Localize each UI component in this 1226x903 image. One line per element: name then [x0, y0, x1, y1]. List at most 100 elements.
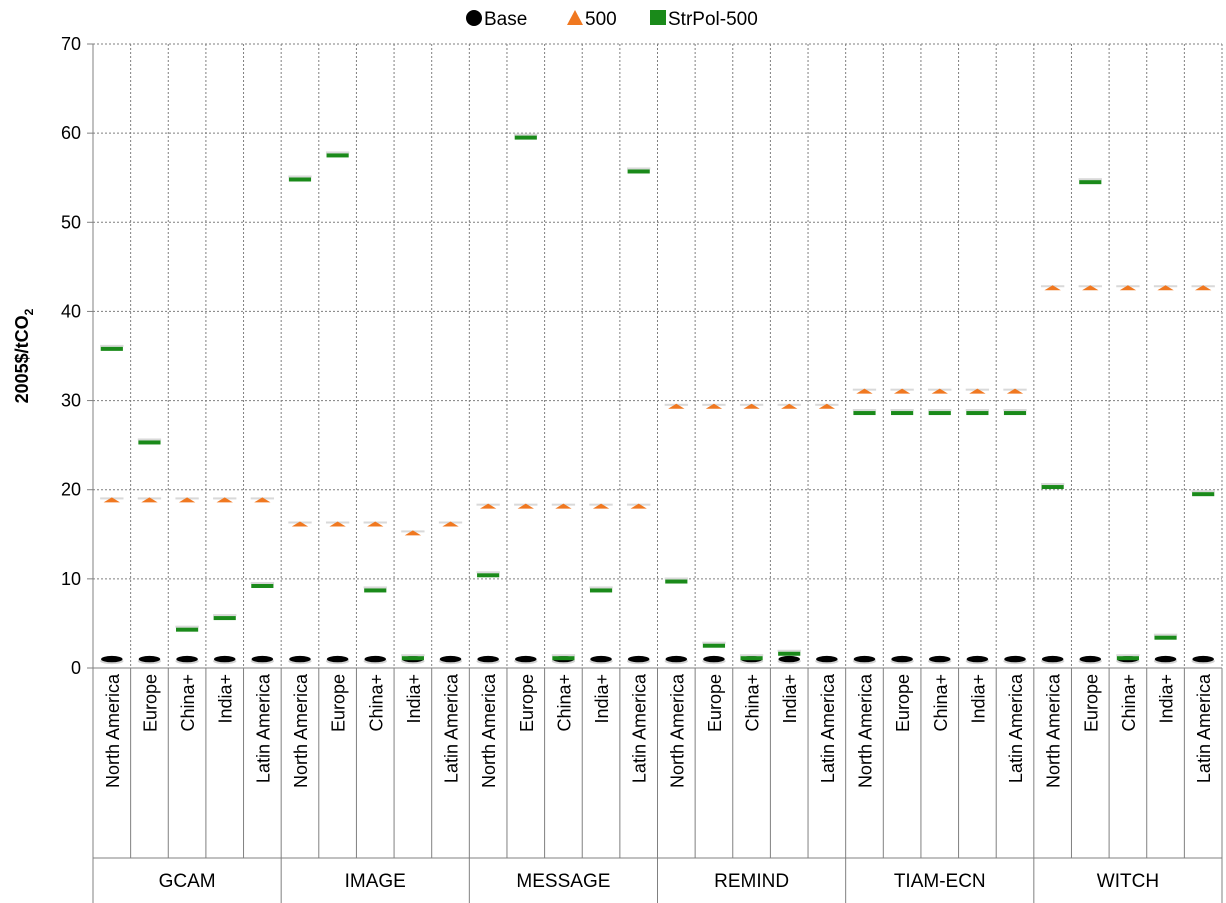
strpol-marker [1116, 656, 1139, 661]
base-marker [627, 655, 650, 663]
strpol-marker [702, 643, 726, 648]
marker-500 [592, 503, 610, 509]
strpol-marker [589, 588, 613, 593]
base-marker [213, 655, 236, 663]
strpol-marker [665, 579, 688, 584]
labels-layer: 0 10 20 30 40 50 60 70 North America Europe China+… [12, 34, 1214, 892]
category-label: Europe [705, 674, 725, 732]
marker-500 [479, 503, 497, 509]
legend-label: 500 [585, 9, 617, 30]
y-tick-label: 40 [61, 301, 81, 321]
base-marker [1079, 655, 1102, 663]
category-label: China+ [554, 674, 574, 732]
category-label: Latin America [818, 673, 838, 783]
marker-500 [254, 497, 271, 503]
axis-layer [87, 43, 1223, 903]
category-label: North America [479, 673, 499, 788]
category-label: Europe [329, 674, 349, 732]
strpol-marker [966, 411, 989, 416]
strpol-marker [1003, 411, 1027, 416]
strpol-marker [778, 651, 801, 656]
base-marker [853, 655, 876, 663]
category-label: Latin America [442, 673, 462, 783]
strpol-marker-shadow [777, 649, 801, 652]
base-marker [703, 655, 725, 663]
strpol-marker [1041, 485, 1064, 490]
strpol-marker-shadow [325, 151, 350, 154]
marker-500 [893, 388, 911, 394]
strpol-marker-shadow [589, 586, 613, 589]
category-label: Latin America [1194, 673, 1214, 783]
y-axis-title-subscript: 2 [22, 308, 36, 315]
strpol-marker [326, 153, 349, 158]
strpol-marker-shadow [401, 654, 425, 657]
series-strpol-500 [100, 133, 1215, 661]
legend-item: 500 [567, 9, 617, 30]
group-label: TIAM-ECN [894, 871, 986, 892]
strpol-marker-shadow [213, 614, 237, 617]
strpol-marker-shadow [702, 641, 726, 644]
category-label: Europe [893, 674, 913, 732]
base-marker [1192, 655, 1214, 663]
strpol-marker-shadow [1153, 633, 1178, 636]
category-label: India+ [780, 674, 800, 724]
base-marker [929, 655, 951, 663]
category-label: North America [103, 673, 123, 788]
strpol-marker-shadow [1191, 490, 1215, 493]
strpol-marker [176, 627, 199, 632]
strpol-marker-shadow [852, 409, 877, 412]
category-label: China+ [1119, 674, 1139, 732]
legend-item: Base [466, 9, 527, 30]
category-label: India+ [404, 674, 424, 724]
category-label: India+ [968, 674, 988, 724]
marker-500 [555, 503, 572, 509]
base-marker [1041, 655, 1064, 663]
strpol-marker-shadow [1078, 178, 1102, 181]
marker-500 [367, 521, 384, 527]
marker-500 [329, 521, 346, 527]
group-label: IMAGE [345, 871, 406, 892]
base-marker [101, 655, 123, 663]
marker-500 [1157, 285, 1174, 291]
base-marker [251, 655, 274, 663]
group-label: GCAM [159, 871, 216, 892]
marker-500 [141, 497, 158, 503]
category-label: China+ [178, 674, 198, 732]
marks-layer [100, 133, 1215, 665]
strpol-marker-shadow [664, 577, 688, 580]
strpol-marker-shadow [627, 167, 651, 170]
base-marker [477, 655, 499, 663]
y-tick-label: 10 [61, 569, 81, 589]
strpol-marker-shadow [363, 586, 387, 589]
strpol-marker [627, 169, 650, 174]
base-marker [176, 655, 198, 663]
base-marker [966, 655, 989, 663]
category-label: Europe [140, 674, 160, 732]
marker-500 [969, 388, 986, 394]
category-label: India+ [1157, 674, 1177, 724]
strpol-marker [1079, 180, 1102, 185]
category-label: North America [1044, 673, 1064, 788]
marker-500 [1082, 285, 1099, 291]
strpol-marker [138, 440, 161, 445]
y-tick-label: 30 [61, 391, 81, 411]
legend-circle-icon [466, 10, 482, 26]
marker-500 [442, 521, 459, 527]
category-label: Europe [517, 674, 537, 732]
base-marker [289, 655, 311, 663]
category-label: China+ [366, 674, 386, 732]
grid-layer [93, 43, 1223, 668]
strpol-marker [100, 346, 123, 351]
legend-layer: Base 500 StrPol-500 [466, 9, 758, 30]
strpol-marker-shadow [1116, 654, 1140, 657]
marker-500 [216, 497, 233, 503]
legend-label: StrPol-500 [668, 9, 758, 30]
marker-500 [668, 403, 685, 409]
strpol-marker-shadow [514, 133, 538, 136]
strpol-marker [928, 411, 951, 416]
y-tick-label: 0 [71, 658, 81, 678]
legend-label: Base [484, 9, 527, 30]
strpol-marker [401, 656, 424, 661]
